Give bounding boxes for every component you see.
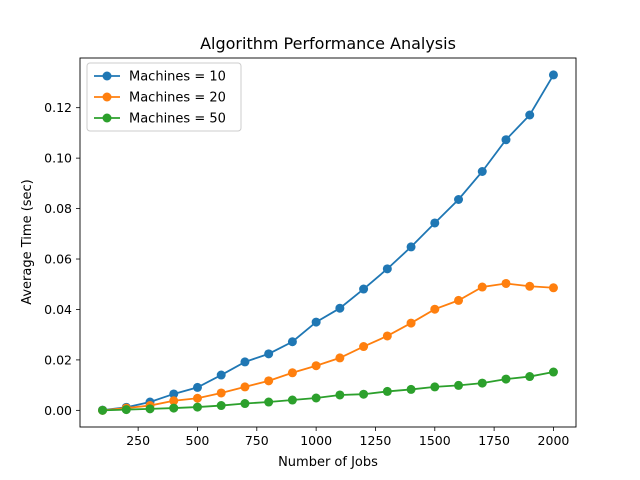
data-point: [169, 403, 179, 413]
data-point: [192, 402, 202, 412]
data-point: [287, 337, 297, 347]
data-point: [216, 370, 226, 380]
x-tick-label: 1750: [478, 433, 510, 448]
data-point: [548, 70, 558, 80]
data-point: [501, 278, 511, 288]
x-tick-label: 1000: [300, 433, 332, 448]
x-tick-label: 1500: [419, 433, 451, 448]
data-point: [216, 388, 226, 398]
data-point: [382, 386, 392, 396]
legend-label: Machines = 50: [129, 112, 226, 127]
data-point: [240, 399, 250, 409]
data-point: [525, 372, 535, 382]
legend-box: [86, 62, 242, 132]
data-point: [311, 317, 321, 327]
data-point: [335, 303, 345, 313]
data-point: [406, 242, 416, 252]
legend-marker: [102, 113, 112, 123]
legend-label: Machines = 20: [129, 91, 226, 106]
data-point: [216, 401, 226, 411]
data-point: [240, 382, 250, 392]
data-point: [454, 295, 464, 305]
data-point: [501, 135, 511, 145]
y-axis-label: Average Time (sec): [20, 179, 35, 305]
data-point: [311, 393, 321, 403]
data-point: [501, 374, 511, 384]
legend-marker: [102, 71, 112, 81]
data-point: [382, 264, 392, 274]
data-point: [192, 393, 202, 403]
data-point: [430, 304, 440, 314]
data-point: [335, 353, 345, 363]
y-tick-label: 0.02: [44, 352, 72, 367]
data-point: [287, 395, 297, 405]
data-point: [169, 396, 179, 406]
data-point: [359, 342, 369, 352]
x-tick-label: 2000: [538, 433, 570, 448]
series-layer: [98, 70, 558, 415]
plot-frame: [79, 57, 577, 428]
data-point: [240, 357, 250, 367]
data-point: [359, 284, 369, 294]
legend-label: Machines = 10: [129, 70, 226, 85]
data-point: [264, 349, 274, 359]
data-point: [264, 376, 274, 386]
x-tick-label: 500: [186, 433, 210, 448]
data-point: [525, 110, 535, 120]
series-group: [98, 278, 558, 415]
data-point: [359, 389, 369, 399]
data-point: [477, 378, 487, 388]
y-tick-label: 0.10: [44, 151, 72, 166]
data-point: [430, 382, 440, 392]
data-point: [406, 384, 416, 394]
data-point: [477, 282, 487, 292]
data-point: [406, 318, 416, 328]
data-point: [454, 194, 464, 204]
x-tick-label: 1250: [360, 433, 392, 448]
data-point: [525, 281, 535, 291]
chart-title: Algorithm Performance Analysis: [200, 34, 456, 53]
data-point: [548, 367, 558, 377]
y-tick-label: 0.12: [44, 100, 72, 115]
data-point: [121, 405, 131, 415]
y-tick-label: 0.06: [44, 252, 72, 267]
y-tick-label: 0.00: [44, 403, 72, 418]
y-tick-label: 0.08: [44, 201, 72, 216]
data-point: [287, 368, 297, 378]
series-group: [98, 367, 558, 415]
data-point: [145, 404, 155, 414]
data-point: [454, 380, 464, 390]
legend: Machines = 10 Machines = 20 Machines = 50: [86, 62, 242, 132]
data-point: [169, 389, 179, 399]
data-point: [311, 361, 321, 371]
data-point: [382, 331, 392, 341]
x-tick-label: 250: [126, 433, 150, 448]
y-axis: 0.00 0.02 0.04 0.06 0.08 0.10 0.12: [44, 100, 80, 418]
legend-marker: [102, 92, 112, 102]
x-axis-label: Number of Jobs: [278, 455, 378, 470]
y-tick-label: 0.04: [44, 302, 72, 317]
data-point: [335, 390, 345, 400]
data-point: [98, 405, 108, 415]
data-point: [548, 283, 558, 293]
data-point: [430, 218, 440, 228]
data-point: [264, 397, 274, 407]
x-tick-label: 750: [245, 433, 269, 448]
data-point: [192, 382, 202, 392]
data-point: [477, 166, 487, 176]
series-line: [102, 371, 554, 412]
x-axis: 250 500 750 1000 1250 1500 1750 2000: [126, 427, 569, 448]
